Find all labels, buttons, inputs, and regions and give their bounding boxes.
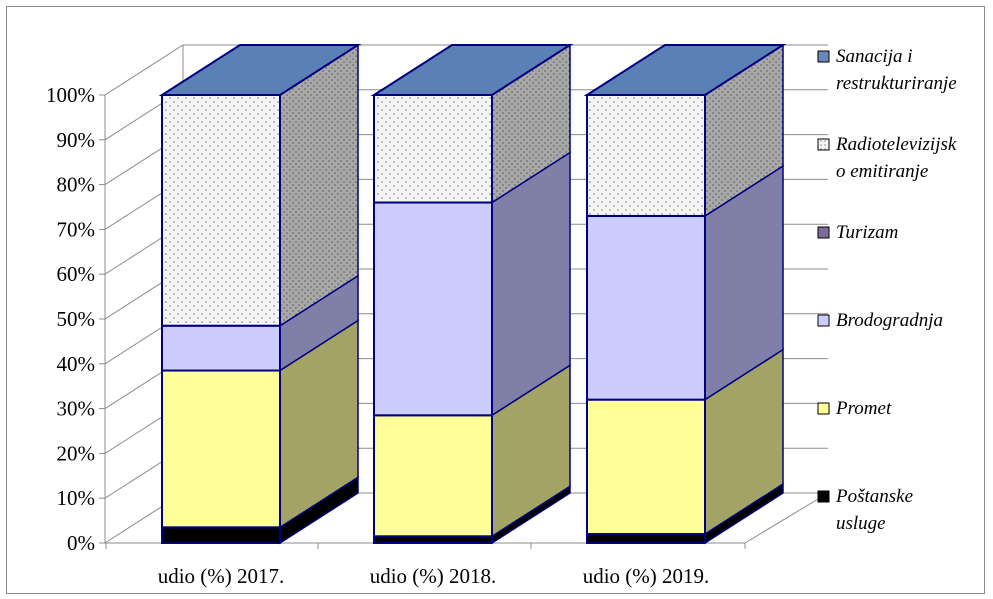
floor-edge <box>744 492 829 544</box>
bar-top <box>370 44 574 96</box>
bar-stack <box>370 43 574 545</box>
legend-label: Brodogradnja <box>836 310 943 331</box>
y-tick-label: 50% <box>57 307 96 331</box>
legend-label: Radiotelevizijsk <box>835 134 957 155</box>
y-tick-label: 80% <box>57 173 96 197</box>
x-category-label: udio (%) 2019. <box>583 564 710 588</box>
bar-segment <box>161 324 281 372</box>
bar-segment <box>161 94 281 327</box>
legend-swatch <box>817 490 830 503</box>
legend-item: Radiotelevizijsk o emitiranje <box>817 134 957 182</box>
legend-item: Sanacija i restrukturiranje <box>817 46 957 94</box>
bar-segment <box>161 369 281 529</box>
legend-item: Poštanske usluge <box>817 486 913 534</box>
x-axis: udio (%) 2017. udio (%) 2018. udio (%) 201… <box>105 543 746 588</box>
legend-item: Brodogradnja <box>817 310 943 331</box>
chart-frame <box>6 6 985 594</box>
bar-top <box>158 44 362 96</box>
legend-label: Sanacija i <box>836 46 913 67</box>
legend-swatch <box>817 314 830 327</box>
bar-segment <box>586 94 706 217</box>
y-tick-label: 40% <box>57 352 96 376</box>
bar-stack <box>158 43 362 545</box>
x-category-label: udio (%) 2017. <box>158 564 285 588</box>
bar-segment <box>586 214 706 401</box>
legend: Sanacija i restrukturiranje Radiotelevizij… <box>817 46 957 534</box>
bar-segment <box>373 201 493 417</box>
y-tick-label: 60% <box>57 262 96 286</box>
legend-swatch <box>817 226 830 239</box>
legend-item: Promet <box>817 398 892 419</box>
legend-label: Poštanske <box>835 486 913 507</box>
y-axis: 0% 10% 20% 30% 40% 50% 60% 70% 80% 90% 100% <box>46 83 106 555</box>
legend-label: Turizam <box>836 222 898 243</box>
x-category-label: udio (%) 2018. <box>370 564 497 588</box>
bar-stack <box>583 43 787 545</box>
legend-swatch <box>817 138 830 151</box>
bar-top <box>583 44 787 96</box>
y-tick-label: 20% <box>57 441 96 465</box>
bar-segment <box>373 94 493 204</box>
y-tick-label: 90% <box>57 128 96 152</box>
legend-label: usluge <box>836 513 886 534</box>
bars <box>158 43 787 545</box>
legend-label: o emitiranje <box>836 161 928 182</box>
bar-segment <box>373 535 493 545</box>
legend-item: Turizam <box>817 222 898 243</box>
y-tick-label: 10% <box>57 486 96 510</box>
legend-swatch <box>817 402 830 415</box>
y-tick-label: 30% <box>57 397 96 421</box>
bar-segment <box>586 398 706 536</box>
legend-label: Promet <box>835 398 892 419</box>
bar-segment <box>161 526 281 545</box>
bar-segment <box>586 533 706 544</box>
bar-segment <box>373 414 493 538</box>
legend-swatch <box>817 50 830 63</box>
y-tick-label: 70% <box>57 217 96 241</box>
legend-label: restrukturiranje <box>836 73 957 94</box>
y-tick-label: 0% <box>67 531 95 555</box>
y-tick-label: 100% <box>46 83 95 107</box>
